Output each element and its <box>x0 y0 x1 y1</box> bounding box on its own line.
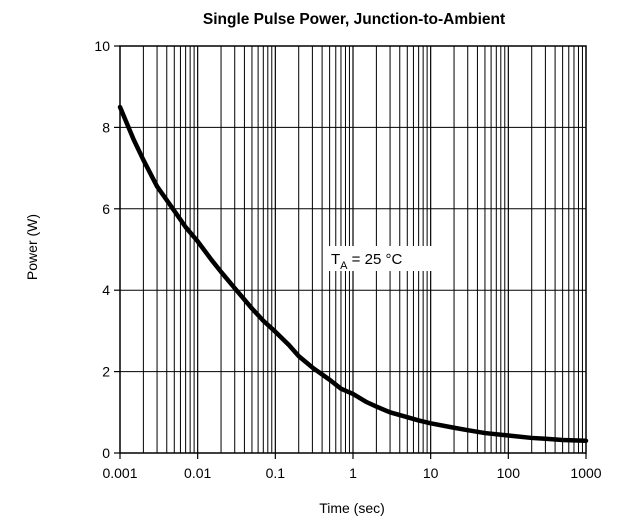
x-tick-label: 1 <box>349 465 357 481</box>
x-tick-label: 1000 <box>570 465 601 481</box>
x-tick-labels: 0.001 0.01 0.1 1 10 100 1000 <box>102 465 601 481</box>
annotation-text: TA = 25 °C <box>331 251 402 272</box>
y-tick-label: 10 <box>94 38 110 54</box>
x-tick-label: 0.01 <box>184 465 211 481</box>
chart-title: Single Pulse Power, Junction-to-Ambient <box>203 11 505 28</box>
x-tick-label: 100 <box>497 465 521 481</box>
series-line <box>117 104 589 444</box>
x-tick-label: 10 <box>423 465 439 481</box>
y-tick-label: 6 <box>102 201 110 217</box>
x-tick-label: 0.1 <box>266 465 286 481</box>
y-tick-label: 0 <box>102 445 110 461</box>
plot-frame-group <box>114 45 587 459</box>
x-axis-label: Time (sec) <box>319 500 385 516</box>
y-axis-label: Power (W) <box>24 214 40 280</box>
annotation-background <box>326 246 432 271</box>
annotation-ta: TA = 25 °C <box>326 246 432 272</box>
y-tick-label: 2 <box>102 364 110 380</box>
x-tick-label: 0.001 <box>102 465 137 481</box>
y-tick-label: 8 <box>102 119 110 135</box>
y-tick-label: 4 <box>102 282 110 298</box>
y-tick-labels: 0 2 4 6 8 10 <box>94 38 110 461</box>
